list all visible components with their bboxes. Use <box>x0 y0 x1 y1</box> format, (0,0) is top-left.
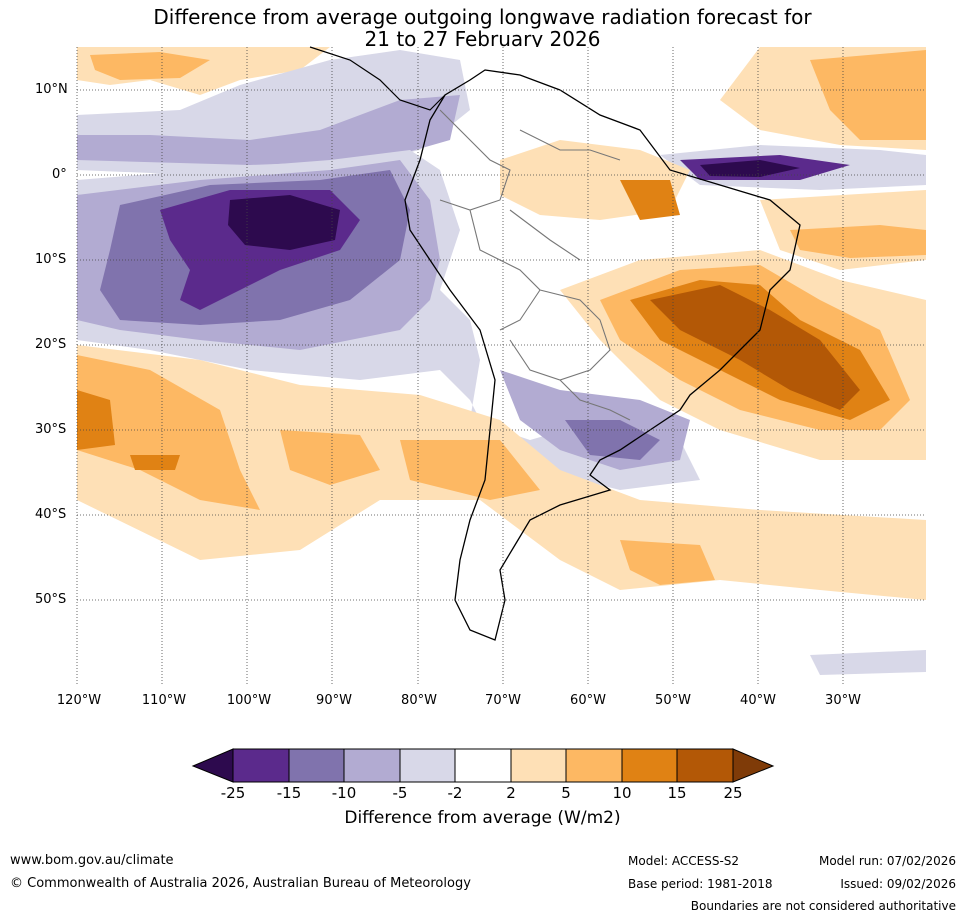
lat-label: 30°S <box>35 422 67 437</box>
footer-disclaimer: Boundaries are not considered authoritat… <box>690 899 956 913</box>
positive-anomaly-region <box>400 440 540 500</box>
positive-anomaly-region <box>650 285 860 410</box>
colorbar-tick: -15 <box>276 784 302 802</box>
colorbar-tick: 10 <box>612 784 632 802</box>
colorbar-segment <box>510 748 567 783</box>
colorbar-segment <box>676 748 734 783</box>
positive-anomaly-region <box>790 225 926 258</box>
colorbar-above-max <box>732 748 775 783</box>
negative-anomaly-region <box>77 95 460 165</box>
positive-anomaly-region <box>90 52 210 80</box>
lat-label: 10°N <box>35 82 68 97</box>
lat-label: 10°S <box>35 252 67 267</box>
negative-anomaly-region <box>810 650 926 675</box>
negative-anomaly-region <box>228 195 340 250</box>
footer-issued: Issued: 09/02/2026 <box>840 877 956 891</box>
negative-anomaly-region <box>700 160 800 177</box>
colorbar-tick: 15 <box>667 784 687 802</box>
coastline-south-america <box>404 69 801 641</box>
positive-anomaly-region <box>620 180 680 220</box>
colorbar-tick: -5 <box>392 784 408 802</box>
colorbar <box>191 748 775 783</box>
lon-label: 120°W <box>56 693 102 708</box>
lon-label: 110°W <box>141 693 187 708</box>
lon-label: 60°W <box>570 693 606 708</box>
colorbar-tick: 5 <box>561 784 571 802</box>
colorbar-segment <box>232 748 290 783</box>
positive-anomaly-region <box>77 390 115 450</box>
chart-title-line2: 21 to 27 February 2026 <box>364 27 601 51</box>
country-borders <box>439 109 631 421</box>
colorbar-segment <box>454 748 512 783</box>
lat-label: 20°S <box>35 337 67 352</box>
lon-label: 100°W <box>226 693 272 708</box>
colorbar-segment <box>399 748 456 783</box>
positive-anomaly-region <box>810 50 926 140</box>
lon-label: 70°W <box>485 693 521 708</box>
graticule <box>76 47 926 685</box>
lon-label: 50°W <box>655 693 691 708</box>
positive-anomaly-region <box>77 355 260 510</box>
colorbar-label: Difference from average (W/m2) <box>344 808 621 828</box>
negative-anomaly-region <box>565 420 660 460</box>
footer-url[interactable]: www.bom.gov.au/climate <box>10 853 174 868</box>
colorbar-segment <box>621 748 678 783</box>
colorbar-tick: -10 <box>331 784 357 802</box>
lat-label: 0° <box>52 167 67 182</box>
colorbar-tick: 2 <box>506 784 516 802</box>
lon-label: 90°W <box>316 693 352 708</box>
colorbar-segment <box>288 748 345 783</box>
lon-label: 30°W <box>825 693 861 708</box>
colorbar-tick: -2 <box>447 784 463 802</box>
lon-label: 40°W <box>740 693 776 708</box>
positive-anomaly-region <box>280 430 380 485</box>
colorbar-below-min <box>191 748 234 783</box>
footer-model-run: Model run: 07/02/2026 <box>818 854 956 868</box>
positive-anomaly-region <box>130 455 180 470</box>
footer-copyright: © Commonwealth of Australia 2026, Austra… <box>10 876 471 891</box>
positive-anomaly-region <box>620 540 715 585</box>
footer-base-period: Base period: 1981-2018 <box>628 877 773 891</box>
colorbar-segment <box>565 748 623 783</box>
colorbar-tick: 25 <box>723 784 743 802</box>
colorbar-tick: -25 <box>220 784 246 802</box>
footer-model: Model: ACCESS-S2 <box>628 854 740 868</box>
lon-label: 80°W <box>401 693 437 708</box>
anomaly-field <box>77 47 926 685</box>
lat-label: 40°S <box>35 507 67 522</box>
colorbar-segment <box>343 748 401 783</box>
chart-title-line1: Difference from average outgoing longwav… <box>153 5 812 29</box>
lat-label: 50°S <box>35 592 67 607</box>
